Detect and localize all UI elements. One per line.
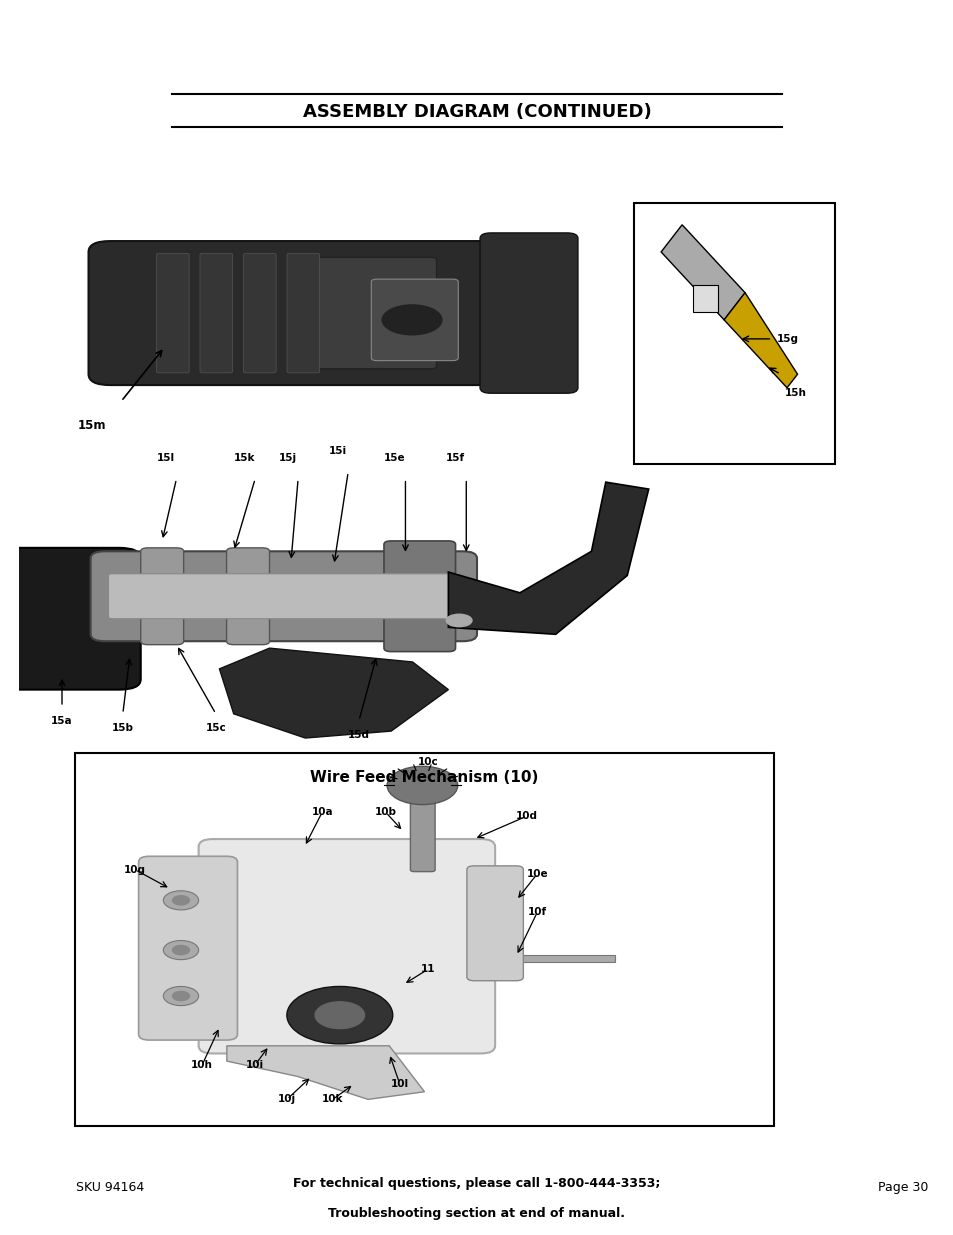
- Circle shape: [446, 614, 472, 626]
- Text: 15m: 15m: [77, 419, 106, 431]
- Text: 10d: 10d: [516, 811, 537, 821]
- Text: 10g: 10g: [124, 864, 146, 874]
- Circle shape: [172, 895, 190, 905]
- Circle shape: [382, 305, 441, 335]
- Polygon shape: [723, 293, 797, 388]
- FancyBboxPatch shape: [200, 253, 233, 373]
- Polygon shape: [227, 1046, 424, 1099]
- FancyBboxPatch shape: [109, 574, 458, 619]
- Text: 15b: 15b: [112, 724, 133, 734]
- Text: For technical questions, please call 1-800-444-3353;: For technical questions, please call 1-8…: [293, 1177, 660, 1189]
- Text: ASSEMBLY DIAGRAM (CONTINUED): ASSEMBLY DIAGRAM (CONTINUED): [302, 104, 651, 121]
- FancyBboxPatch shape: [410, 783, 435, 872]
- FancyBboxPatch shape: [371, 279, 457, 361]
- Polygon shape: [219, 648, 448, 739]
- Text: 15f: 15f: [445, 453, 465, 463]
- Text: 15i: 15i: [328, 447, 346, 457]
- FancyBboxPatch shape: [198, 839, 495, 1053]
- Text: 15e: 15e: [383, 453, 405, 463]
- Circle shape: [172, 946, 190, 955]
- Text: Troubleshooting section at end of manual.: Troubleshooting section at end of manual…: [328, 1207, 625, 1220]
- FancyBboxPatch shape: [474, 955, 615, 962]
- Text: Page 30: Page 30: [877, 1181, 927, 1194]
- FancyBboxPatch shape: [89, 241, 539, 385]
- FancyBboxPatch shape: [141, 548, 183, 645]
- Text: 10i: 10i: [246, 1060, 264, 1070]
- Polygon shape: [660, 225, 744, 320]
- FancyBboxPatch shape: [287, 253, 319, 373]
- Text: 15l: 15l: [156, 453, 174, 463]
- Circle shape: [172, 992, 190, 1000]
- FancyBboxPatch shape: [243, 253, 275, 373]
- Bar: [692, 284, 717, 311]
- Text: 15a: 15a: [51, 716, 72, 726]
- Circle shape: [163, 941, 198, 960]
- Text: Wire Feed Mechanism (10): Wire Feed Mechanism (10): [310, 771, 538, 785]
- Text: 10f: 10f: [527, 906, 546, 916]
- Text: 15j: 15j: [278, 453, 296, 463]
- FancyBboxPatch shape: [306, 257, 436, 369]
- Text: 15h: 15h: [784, 388, 806, 398]
- Circle shape: [400, 582, 460, 611]
- Text: 10j: 10j: [277, 1094, 295, 1104]
- Text: 15c: 15c: [205, 724, 226, 734]
- Circle shape: [387, 766, 457, 805]
- Text: 15g: 15g: [776, 333, 798, 343]
- Text: 10k: 10k: [322, 1094, 343, 1104]
- Text: 10h: 10h: [191, 1060, 213, 1070]
- FancyBboxPatch shape: [633, 203, 835, 464]
- FancyBboxPatch shape: [156, 253, 189, 373]
- Polygon shape: [448, 482, 648, 635]
- FancyBboxPatch shape: [466, 866, 523, 981]
- FancyBboxPatch shape: [383, 541, 455, 652]
- FancyBboxPatch shape: [91, 551, 476, 641]
- Circle shape: [314, 1002, 364, 1029]
- Text: 15d: 15d: [348, 730, 370, 740]
- Text: 11: 11: [420, 965, 435, 974]
- Text: 10e: 10e: [526, 868, 548, 878]
- Text: SKU 94164: SKU 94164: [76, 1181, 145, 1194]
- Circle shape: [163, 987, 198, 1005]
- Text: 10a: 10a: [311, 808, 333, 818]
- FancyBboxPatch shape: [0, 548, 141, 689]
- Text: 15k: 15k: [233, 453, 255, 463]
- Text: 10l: 10l: [391, 1079, 409, 1089]
- Circle shape: [163, 890, 198, 910]
- Text: 10b: 10b: [375, 808, 396, 818]
- Circle shape: [287, 987, 393, 1044]
- FancyBboxPatch shape: [226, 548, 269, 645]
- FancyBboxPatch shape: [479, 233, 578, 393]
- Text: 10c: 10c: [417, 757, 438, 767]
- FancyBboxPatch shape: [75, 753, 773, 1126]
- FancyBboxPatch shape: [138, 856, 237, 1040]
